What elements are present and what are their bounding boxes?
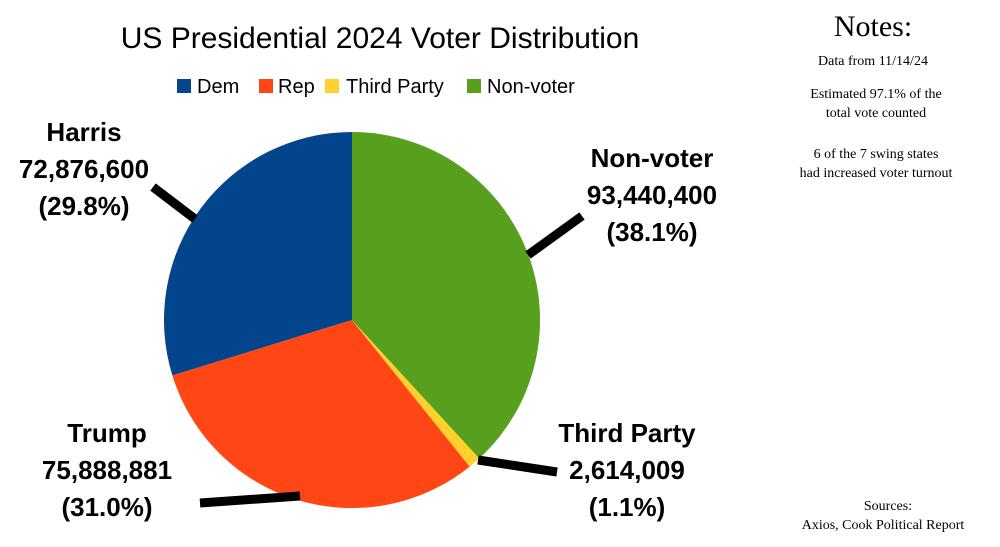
notes-swing-line1: 6 of the 7 swing states xyxy=(814,147,939,162)
callout-trump: Trump 75,888,881 (31.0%) xyxy=(42,418,172,522)
legend-label-dem: Dem xyxy=(197,76,239,98)
leader-line-trump xyxy=(199,491,301,508)
notes-estimate-line1: Estimated 97.1% of the xyxy=(810,87,941,102)
callout-trump-value: 75,888,881 xyxy=(42,455,172,485)
callout-third-party-percent: (1.1%) xyxy=(589,492,666,522)
legend-label-rep: Rep xyxy=(278,76,315,98)
leader-line-non-voter xyxy=(525,212,585,259)
callout-trump-percent: (31.0%) xyxy=(61,492,152,522)
callout-third-party-name: Third Party xyxy=(558,418,696,448)
pie-slice-non-voter xyxy=(352,132,541,459)
callout-harris-value: 72,876,600 xyxy=(19,154,149,184)
leader-line-third-party xyxy=(477,455,558,477)
pie-slices xyxy=(163,132,541,509)
pie-slice-rep xyxy=(172,320,470,509)
callout-non-voter-value: 93,440,400 xyxy=(587,180,717,210)
callout-harris-name: Harris xyxy=(46,117,121,147)
callout-non-voter: Non-voter 93,440,400 (38.1%) xyxy=(587,143,717,247)
pie-slice-dem xyxy=(163,132,352,376)
notes-swing-line2: had increased voter turnout xyxy=(800,166,953,181)
pie-slice-third-party xyxy=(352,320,480,467)
legend-swatch-non-voter xyxy=(467,79,481,93)
notes-panel: Notes: Data from 11/14/24 Estimated 97.1… xyxy=(800,10,965,533)
notes-date: Data from 11/14/24 xyxy=(818,54,928,69)
leader-line-harris xyxy=(150,183,198,223)
callout-non-voter-name: Non-voter xyxy=(591,143,714,173)
notes-sources-label: Sources: xyxy=(864,499,912,514)
notes-sources: Axios, Cook Political Report xyxy=(802,518,965,533)
callout-trump-name: Trump xyxy=(67,418,146,448)
chart-title: US Presidential 2024 Voter Distribution xyxy=(121,22,640,55)
legend-label-third-party: Third Party xyxy=(346,76,444,98)
callout-third-party: Third Party 2,614,009 (1.1%) xyxy=(558,418,696,522)
legend-label-non-voter: Non-voter xyxy=(487,76,575,98)
callout-non-voter-percent: (38.1%) xyxy=(606,217,697,247)
callout-third-party-value: 2,614,009 xyxy=(569,455,685,485)
leader-lines xyxy=(150,183,585,508)
notes-estimate-line2: total vote counted xyxy=(826,106,926,121)
callout-harris-percent: (29.8%) xyxy=(38,191,129,221)
callout-harris: Harris 72,876,600 (29.8%) xyxy=(19,117,149,221)
legend-swatch-dem xyxy=(177,79,191,93)
legend-swatch-rep xyxy=(259,79,273,93)
legend-swatch-third-party xyxy=(325,79,339,93)
legend: Dem Rep Third Party Non-voter xyxy=(177,76,575,98)
notes-title: Notes: xyxy=(834,10,912,43)
